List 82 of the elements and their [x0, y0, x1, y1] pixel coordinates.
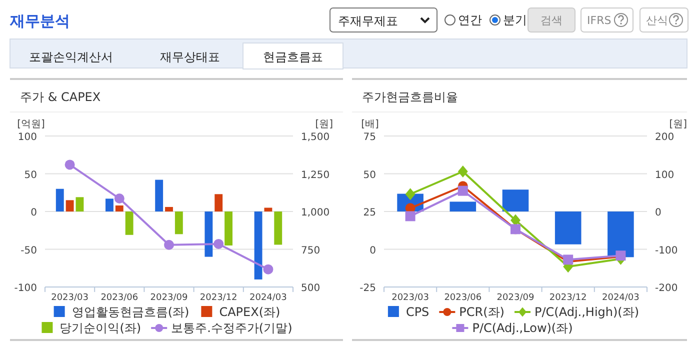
bar [115, 205, 124, 212]
text: 산식 [646, 14, 668, 27]
y-tick-label: 75 [363, 132, 376, 143]
x-tick-label: 2023/09 [150, 293, 188, 303]
point [405, 211, 416, 222]
y-axis-title: [억원] [17, 119, 45, 130]
point [164, 240, 174, 250]
bar [155, 180, 164, 212]
y2-tick-label: 0 [655, 208, 662, 218]
y-tick-label: -50 [20, 245, 37, 256]
point [458, 165, 468, 178]
legend-label: P/C(Adj.,Low)(좌) [472, 321, 573, 335]
y2-axis-title: [원] [669, 119, 688, 130]
y2-tick-label: 200 [655, 132, 674, 143]
x-tick-label: 2023/06 [100, 293, 138, 303]
x-tick-label: 2023/03 [51, 293, 88, 303]
x-tick-label: 2023/03 [392, 293, 429, 303]
y2-tick-label: 1,000 [301, 208, 330, 218]
y2-tick-label: 500 [301, 283, 320, 294]
chart-title: 주가현금흐름비율 [362, 90, 458, 104]
bar [608, 212, 634, 258]
point [214, 238, 224, 249]
point [64, 160, 75, 170]
y2-tick-label: -100 [655, 245, 678, 256]
y-tick-label: 0 [30, 208, 37, 218]
y2-axis-title: [원] [315, 119, 334, 130]
y2-tick-label: 1,500 [301, 132, 330, 143]
legend-label: PCR(좌) [459, 305, 505, 319]
y-tick-label: -100 [14, 283, 37, 294]
y-tick-label: 0 [370, 245, 376, 256]
x-tick-label: 2023/12 [200, 293, 238, 303]
y-axis-title: [배] [361, 119, 379, 130]
point [405, 188, 416, 200]
bar [214, 194, 223, 212]
bar [106, 198, 114, 212]
text: 재무상태표 [160, 50, 220, 64]
text: 검색 [540, 14, 562, 27]
text: 포괄손익계산서 [29, 50, 113, 64]
text: 재무분석 [9, 12, 70, 30]
bar [264, 208, 272, 212]
x-tick-label: 2023/09 [496, 293, 534, 303]
legend-label: 당기순이익(좌) [60, 321, 142, 335]
x-tick-label: 2024/03 [602, 293, 640, 303]
bar [224, 212, 232, 246]
bar [66, 200, 74, 212]
y-tick-label: 25 [363, 208, 376, 218]
bar [254, 212, 262, 280]
legend-label: 영업활동현금흐름(좌) [72, 305, 190, 319]
legend-label: P/C(Adj.,High)(좌) [534, 305, 640, 319]
chart-title: 주가 & CAPEX [20, 90, 101, 104]
text: 연간 [458, 13, 482, 27]
point [458, 186, 468, 196]
y-tick-label: 100 [18, 132, 37, 143]
y2-tick-label: 1,250 [301, 170, 330, 181]
y-tick-label: 50 [363, 170, 376, 181]
bar [450, 202, 476, 212]
y-tick-label: -25 [360, 283, 376, 294]
bar [76, 197, 84, 212]
text: 분기 [503, 13, 527, 27]
bar [125, 212, 134, 235]
bar [554, 212, 582, 244]
text: IFRS [587, 14, 612, 27]
y2-tick-label: -200 [655, 283, 678, 294]
bar [502, 190, 529, 212]
bar [56, 188, 64, 212]
legend-label: CPS [406, 305, 430, 319]
legend-label: CAPEX(좌) [219, 305, 280, 319]
bar [174, 212, 183, 234]
bar [165, 206, 173, 212]
x-tick-label: 2024/03 [250, 293, 287, 303]
x-tick-label: 2023/12 [549, 293, 587, 303]
y2-tick-label: 100 [655, 170, 674, 181]
bar [274, 212, 282, 245]
text: 현금흐름표 [263, 50, 323, 64]
text: 주재무제표 [338, 14, 398, 28]
bar [204, 212, 213, 257]
legend-label: 보통주.수정주가(기말) [171, 321, 292, 335]
y2-tick-label: 750 [301, 245, 320, 256]
point [263, 264, 274, 274]
x-tick-label: 2023/06 [444, 293, 482, 303]
point [114, 194, 124, 204]
y-tick-label: 50 [24, 170, 37, 181]
